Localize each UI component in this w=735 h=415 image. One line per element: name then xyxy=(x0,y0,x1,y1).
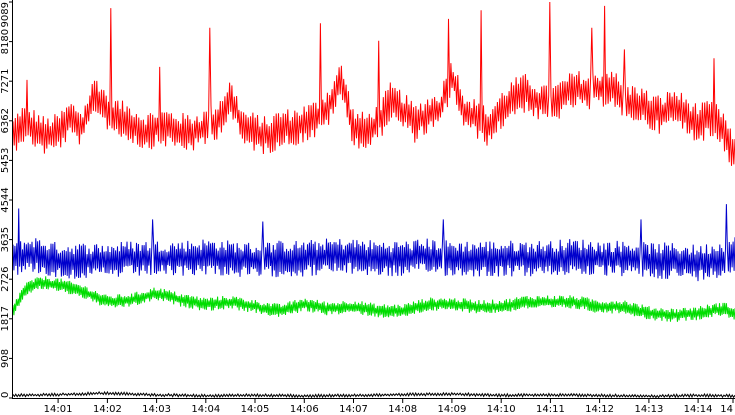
x-tick-label: 14:12 xyxy=(585,404,614,415)
series-line-2 xyxy=(12,204,735,282)
y-tick-label: 6362 xyxy=(0,108,11,133)
series-line-3 xyxy=(12,276,735,322)
series-line-1 xyxy=(12,1,735,166)
x-tick-label: 14 xyxy=(720,404,733,415)
x-tick-label: 14:03 xyxy=(142,404,171,415)
y-tick-label: 2726 xyxy=(0,266,11,291)
y-tick-label: 3635 xyxy=(0,227,11,252)
x-tick-label: 14:11 xyxy=(536,404,565,415)
y-tick-label: 9089 xyxy=(0,2,11,27)
y-tick-label: 0 xyxy=(0,392,11,398)
x-tick-label: 14:09 xyxy=(437,404,466,415)
y-tick-label: 8180 xyxy=(0,29,11,54)
series-line-4 xyxy=(12,390,735,399)
x-ticks: 14:01 14:02 14:03 14:04 14:05 14:06 14:07 14:08… xyxy=(44,398,734,415)
y-tick-label: 908 xyxy=(0,349,11,368)
x-tick-label: 14:14 xyxy=(684,404,713,415)
y-ticks: 0 908 1817 2726 3635 4544 5453 6362 7271 8180 9089 xyxy=(0,1,13,399)
x-tick-label: 14:02 xyxy=(93,404,122,415)
y-tick-label: 1817 xyxy=(0,306,11,331)
series-layer xyxy=(12,1,735,399)
x-tick-label: 14:07 xyxy=(339,404,368,415)
y-tick-label: 7271 xyxy=(0,68,11,93)
x-tick-label: 14:05 xyxy=(241,404,270,415)
x-tick-label: 14:08 xyxy=(388,404,417,415)
x-tick-label: 14:10 xyxy=(487,404,516,415)
y-tick-label: 5453 xyxy=(0,148,11,173)
axes-layer xyxy=(12,0,735,399)
x-tick-label: 14:13 xyxy=(634,404,663,415)
x-tick-label: 14:01 xyxy=(44,404,73,415)
x-tick-label: 14:04 xyxy=(191,404,220,415)
x-tick-label: 14:06 xyxy=(290,404,319,415)
y-tick-label: 4544 xyxy=(0,187,11,212)
